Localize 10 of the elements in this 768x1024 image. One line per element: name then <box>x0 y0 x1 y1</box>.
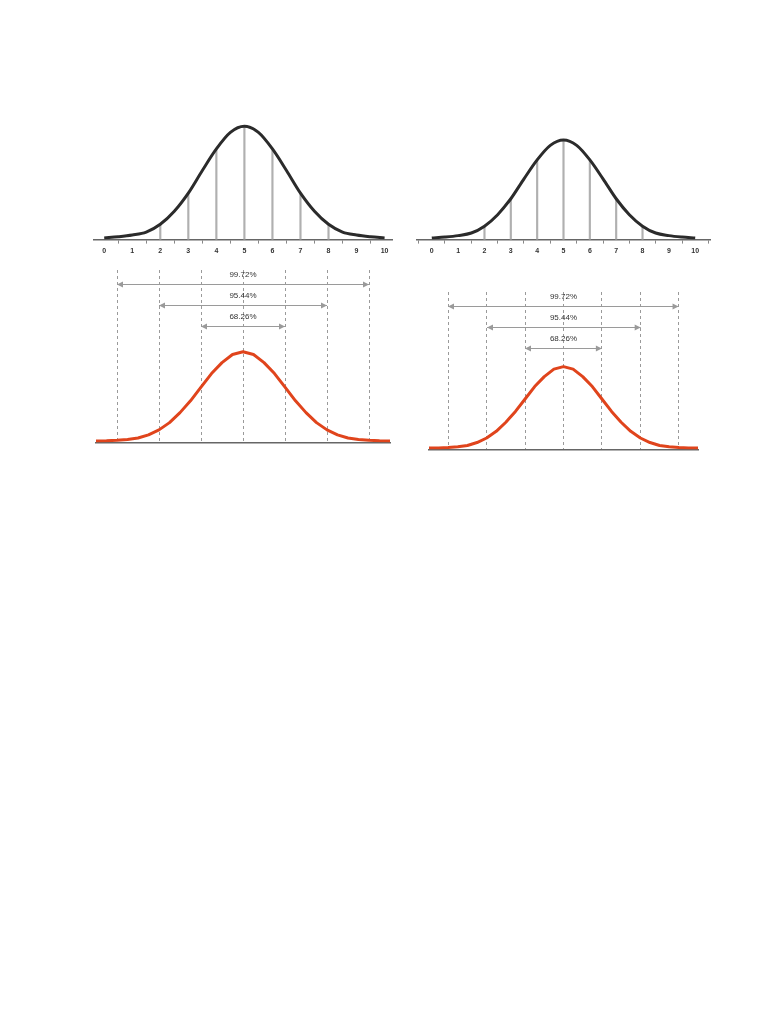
bar <box>243 126 246 240</box>
bar <box>271 148 274 240</box>
text: 68.26% <box>228 312 258 322</box>
text: 68.26% <box>548 334 579 344</box>
text: 99.72% <box>228 270 258 280</box>
text: 99.72% <box>548 292 579 302</box>
text: 95.44% <box>228 291 258 301</box>
bar <box>562 139 565 240</box>
text: 95.44% <box>548 313 579 323</box>
bar <box>299 192 302 240</box>
